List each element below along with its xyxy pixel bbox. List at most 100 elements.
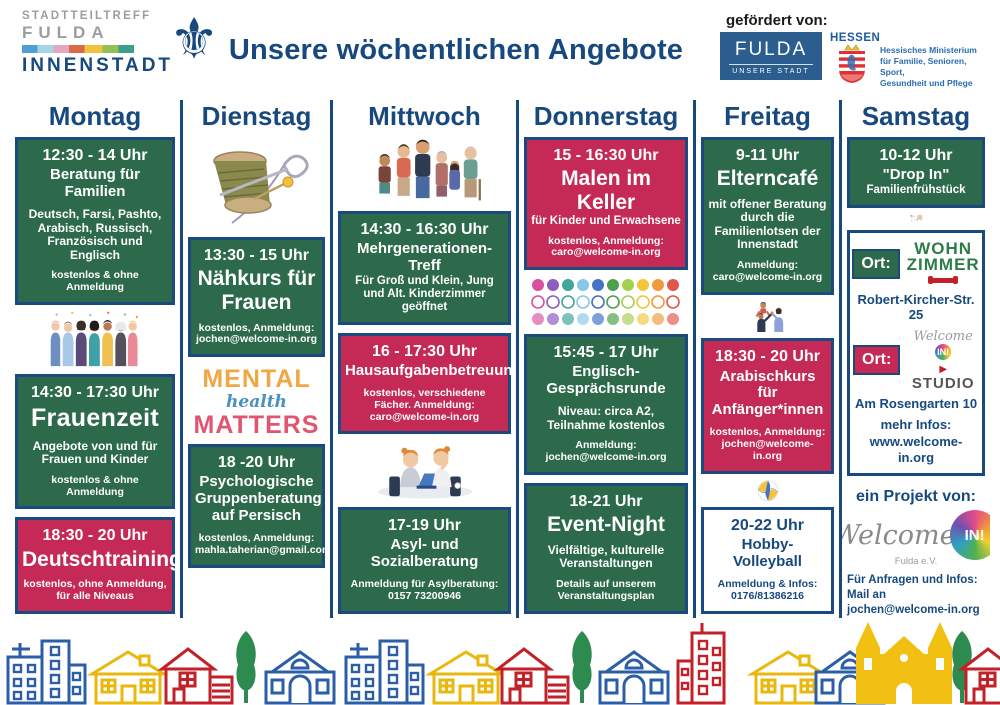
event-time: 15:45 - 17 Uhr xyxy=(553,344,659,362)
event-card-arabischkurs: 18:30 - 20 Uhr Arabischkurs für Anfänger… xyxy=(701,338,834,474)
hessen-ministry-text: Hessisches Ministerium für Familie, Seni… xyxy=(880,45,988,89)
event-title: Mehrgenerationen-Treff xyxy=(356,240,492,274)
event-time: 18-21 Uhr xyxy=(569,492,643,510)
event-card-beratung-familien: 12:30 - 14 Uhr Beratung für Familien Deu… xyxy=(15,137,175,305)
event-title: Elterncafé xyxy=(716,167,819,191)
event-note: kostenlos, ohne Anmeldung, für alle Nive… xyxy=(23,578,167,603)
cityscape-border xyxy=(6,621,1000,705)
day-header-mittwoch: Mittwoch xyxy=(368,101,481,131)
event-card-hausaufgabenbetreuung: 16 - 17:30 Uhr Hausaufgabenbetreuung kos… xyxy=(338,332,516,435)
event-details: Vielfältige, kulturelle Veranstaltungen xyxy=(547,542,665,571)
stadtteiltreff-logo-text: STADTTEILTREFF FULDA INNENSTADT xyxy=(22,10,173,77)
header: STADTTEILTREFF FULDA INNENSTADT ⚜ Unsere… xyxy=(0,0,1000,100)
multigeneration-family-illustration xyxy=(378,139,481,201)
ort-label-wohnzimmer: Ort: xyxy=(852,249,900,280)
logo-color-stripe xyxy=(22,45,134,53)
event-card-frauenzeit: 14:30 - 17:30 Uhr Frauenzeit Angebote vo… xyxy=(15,374,175,510)
more-info-block: mehr Infos: www.welcome-in.org xyxy=(853,417,979,466)
ministry-line: für Familie, Senioren, Sport, xyxy=(880,56,967,78)
event-note: Anmeldung: caro@welcome-in.org xyxy=(712,258,823,283)
event-card-naehkurs: 13:30 - 15 Uhr Nähkurs für Frauen kosten… xyxy=(188,237,325,358)
studio-logo-name: STUDIO xyxy=(911,375,975,393)
crayon-dots-illustration xyxy=(531,279,680,326)
fulda-city-logo: FULDA UNSERE STADT xyxy=(720,32,822,80)
event-time: 15 - 16:30 Uhr xyxy=(553,147,659,164)
event-time: 14:30 - 17:30 Uhr xyxy=(30,384,160,402)
event-note: kostenlos & ohne Anmeldung xyxy=(51,269,139,293)
event-card-mehrgenerationen-treff: 14:30 - 16:30 Uhr Mehrgenerationen-Treff… xyxy=(338,210,511,325)
funded-by-label: gefördert von: xyxy=(726,12,828,29)
event-time: 10-12 Uhr xyxy=(879,147,953,164)
event-card-malen-im-keller: 15 - 16:30 Uhr Malen im Keller für Kinde… xyxy=(524,137,688,271)
logo-line-innenstadt: INNENSTADT xyxy=(22,55,174,76)
studio-logo-script: Welcome xyxy=(913,329,973,345)
welcome-in-logo: Welcome IN! Fulda e.V. xyxy=(839,510,990,568)
funding-logos: FULDA UNSERE STADT HESSEN xyxy=(720,32,988,89)
day-header-dienstag: Dienstag xyxy=(201,101,312,131)
location-row-studio: Ort: Welcome IN! ▶ STUDIO xyxy=(853,328,979,392)
event-note: Anmeldung & Infos: 0176/81386216 xyxy=(717,578,818,603)
ministry-line: Gesundheit und Pflege xyxy=(880,78,973,89)
event-time: 12:30 - 14 Uhr xyxy=(42,147,148,164)
event-time: 18 -20 Uhr xyxy=(217,454,296,472)
breakfast-illustration xyxy=(910,215,923,222)
event-note: kostenlos, Anmeldung: mahla.taherian@gma… xyxy=(195,532,330,556)
event-title: Hausaufgabenbetreuung xyxy=(345,361,516,379)
family-highfive-illustration xyxy=(755,301,783,332)
wohnzimmer-logo-line: WOHN xyxy=(914,238,973,258)
funding-block: gefördert von: FULDA UNSERE STADT HESSEN xyxy=(720,10,988,89)
event-note: Details auf unserem Veranstaltungsplan xyxy=(556,577,656,602)
event-note: kostenlos, Anmeldung: jochen@welcome-in.… xyxy=(709,426,826,463)
event-title: Hobby-Volleyball xyxy=(733,536,802,571)
welcome-in-logo-sub: Fulda e.V. xyxy=(894,556,938,568)
event-title: Frauenzeit xyxy=(30,404,160,433)
mental-line: health xyxy=(226,392,287,413)
event-card-asyl-sozialberatung: 17-19 Uhr Asyl- und Sozialberatung Anmel… xyxy=(338,507,511,614)
more-info-label: mehr Infos: xyxy=(880,417,952,433)
event-title: Nähkurs für Frauen xyxy=(197,267,316,314)
arrow-icon: ▶ xyxy=(939,364,948,376)
ort-label-studio: Ort: xyxy=(853,345,901,376)
event-card-event-night: 18-21 Uhr Event-Night Vielfältige, kultu… xyxy=(524,482,688,614)
day-column-freitag: Freitag 9-11 Uhr Elterncafé mit offener … xyxy=(693,100,839,618)
hessen-shield-icon xyxy=(839,44,865,83)
day-column-dienstag: Dienstag 13:30 - 15 Uhr Nähkurs für Frau… xyxy=(180,100,330,618)
location-row-wohnzimmer: Ort: WOHN ZIMMER xyxy=(852,238,979,288)
volleyball-illustration xyxy=(757,480,778,501)
day-column-montag: Montag 12:30 - 14 Uhr Beratung für Famil… xyxy=(10,100,180,618)
event-title: Deutschtraining xyxy=(22,547,180,571)
hessen-logo-name: HESSEN xyxy=(830,32,881,44)
fulda-city-logo-name: FULDA xyxy=(728,39,814,65)
event-card-gruppenberatung: 18 -20 Uhr Psychologische Gruppenberatun… xyxy=(188,444,330,568)
day-column-donnerstag: Donnerstag 15 - 16:30 Uhr Malen im Kelle… xyxy=(516,100,693,618)
day-column-samstag: Samstag 10-12 Uhr "Drop In" Familienfrüh… xyxy=(839,100,990,618)
event-subtitle: Für Groß und Klein, Jung und Alt. Kinder… xyxy=(355,274,494,313)
event-note: kostenlos & ohne Anmeldung xyxy=(51,473,139,498)
welcome-in-logo-script: Welcome xyxy=(839,519,956,551)
event-card-englisch-gespraechsrunde: 15:45 - 17 Uhr Englisch-Gesprächsrunde N… xyxy=(524,334,688,475)
project-label: ein Projekt von: xyxy=(855,488,977,506)
women-group-illustration xyxy=(50,311,139,366)
event-note: kostenlos, Anmeldung: caro@welcome-in.or… xyxy=(548,234,664,259)
welcome-in-studio-logo: Welcome IN! ▶ STUDIO xyxy=(907,328,979,392)
day-column-mittwoch: Mittwoch xyxy=(330,100,516,618)
sofa-icon xyxy=(928,276,959,285)
event-time: 14:30 - 16:30 Uhr xyxy=(360,220,489,238)
mental-health-matters-graphic: MENTAL health MATTERS xyxy=(194,367,320,438)
event-details: Angebote von und für Frauen und Kinder xyxy=(32,438,158,467)
event-title: Event-Night xyxy=(547,513,665,537)
contact-line: Für Anfragen und Infos: xyxy=(847,574,978,587)
in-badge-icon: IN! xyxy=(935,344,952,361)
studio-logo-top: Welcome IN! xyxy=(907,328,979,361)
event-details: mit offener Beratung durch die Familienl… xyxy=(708,196,827,252)
event-title: "Drop In" xyxy=(882,166,950,184)
week-grid: Montag 12:30 - 14 Uhr Beratung für Famil… xyxy=(0,100,1000,618)
ministry-line: Hessisches Ministerium xyxy=(880,45,977,55)
event-card-drop-in: 10-12 Uhr "Drop In" Familienfrühstück xyxy=(847,137,985,208)
event-details: Deutsch, Farsi, Pashto, Arabisch, Russis… xyxy=(28,206,162,262)
event-note: Anmeldung für Asylberatung: 0157 7320094… xyxy=(350,578,499,603)
logo-line-fulda: FULDA xyxy=(22,23,110,42)
event-details: Niveau: circa A2, Teilnahme kostenlos xyxy=(547,404,665,432)
hessen-logo: HESSEN xyxy=(830,32,988,89)
